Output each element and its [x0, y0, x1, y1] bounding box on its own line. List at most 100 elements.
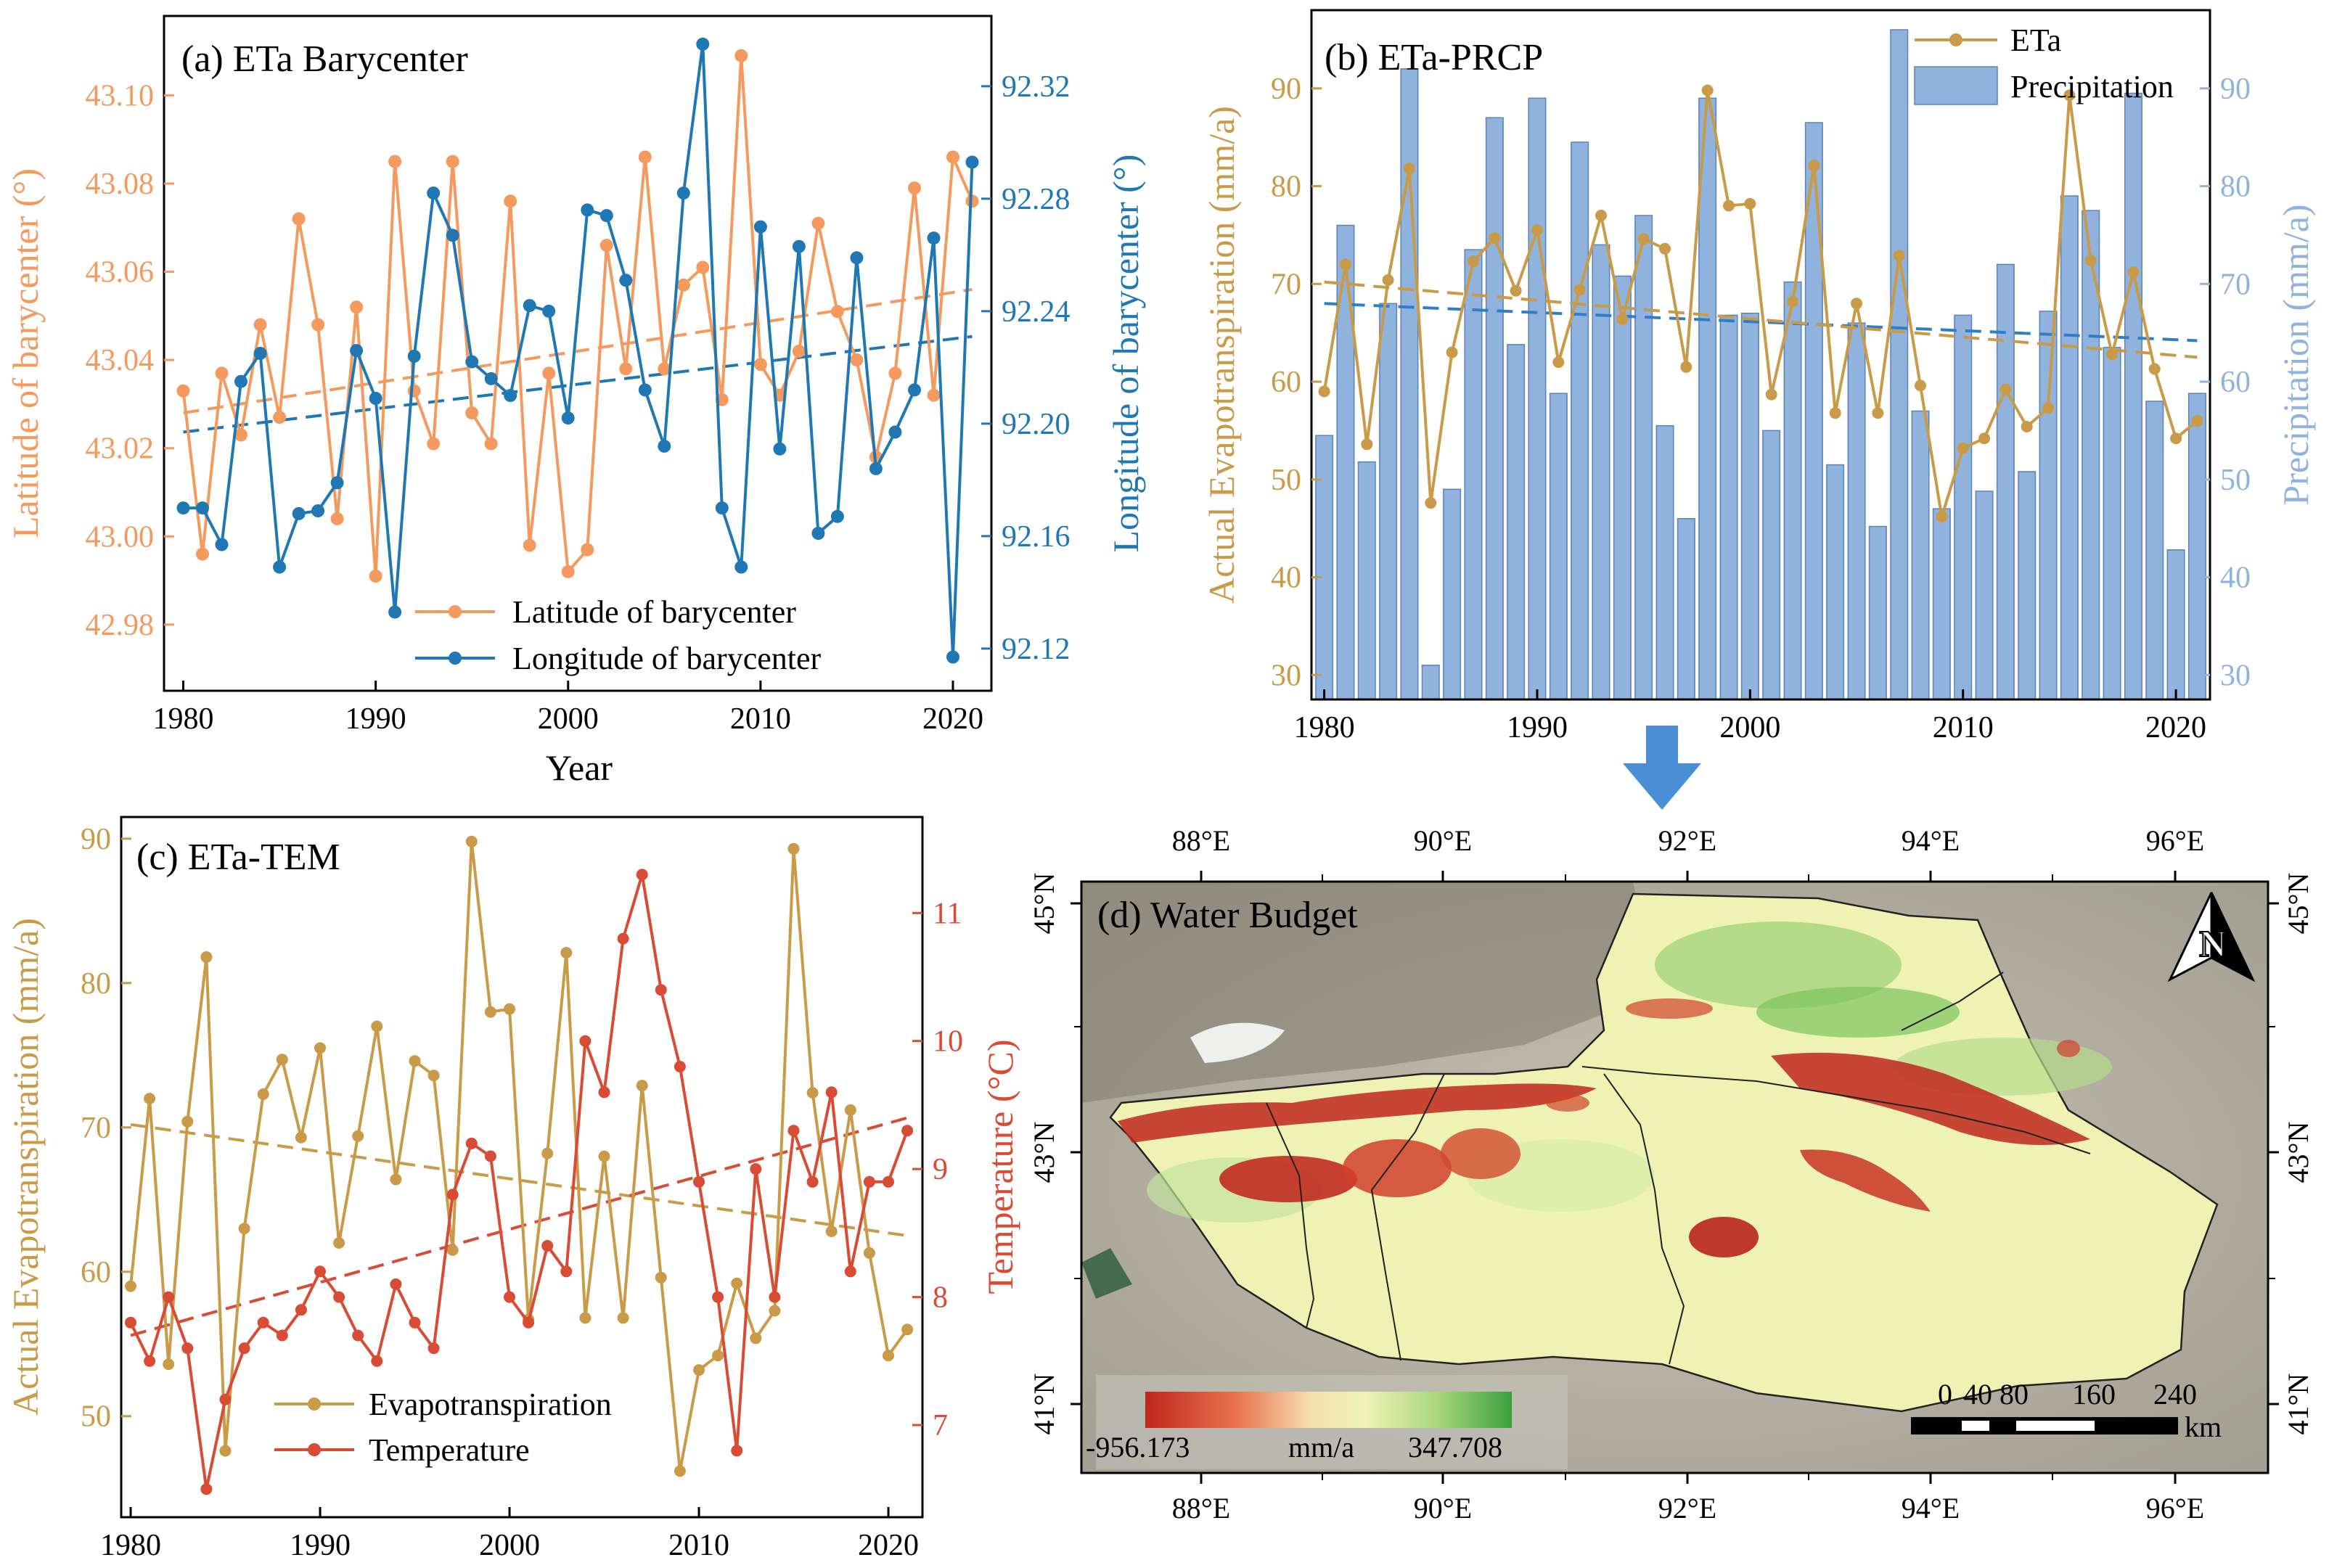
- precipitation-bar: [1528, 97, 1547, 700]
- map-negative-area: [1219, 1156, 1357, 1202]
- lon-label-top: 92°E: [1658, 824, 1716, 857]
- y-left-tick-label: 60: [1271, 366, 1301, 399]
- lon-label-top: 94°E: [1902, 824, 1960, 857]
- x-tick-label: 1980: [1294, 711, 1355, 744]
- precipitation-bar: [1996, 263, 2015, 700]
- lon-label-bottom: 88°E: [1172, 1492, 1230, 1524]
- temperature-point: [257, 1316, 269, 1329]
- panel-b-title: (b) ETa-PRCP: [1325, 37, 1543, 78]
- evapotranspiration-point: [238, 1223, 250, 1235]
- temperature-point: [446, 1189, 459, 1201]
- map-snow-patch: [1190, 1022, 1285, 1063]
- y-right-tick-label: 9: [933, 1153, 948, 1186]
- temperature-point: [352, 1329, 364, 1342]
- y-right-tick-label: 8: [933, 1281, 948, 1315]
- latitude-point: [273, 411, 287, 424]
- map-colorbar-unit: mm/a: [1288, 1431, 1354, 1464]
- precipitation-bar: [2187, 393, 2206, 700]
- precipitation-bar: [1315, 435, 1334, 700]
- eta-point: [1468, 255, 1479, 268]
- latitude-point: [292, 212, 306, 226]
- precipitation-bar: [2060, 195, 2079, 700]
- latitude-point: [581, 543, 594, 557]
- latitude-point: [965, 194, 979, 208]
- panel-b-legend-marker-eta: [1949, 33, 1962, 46]
- longitude-point: [658, 439, 671, 453]
- temperature-point: [863, 1175, 875, 1188]
- y-left-tick-label: 43.10: [86, 79, 155, 112]
- eta-point: [1446, 346, 1458, 358]
- map-colorbar-max: 347.708: [1408, 1431, 1502, 1464]
- y-left-tick-label: 90: [81, 823, 111, 856]
- precipitation-bar: [2103, 347, 2121, 700]
- panel-b-frame: [1310, 9, 2211, 701]
- eta-point: [1552, 356, 1565, 369]
- evapotranspiration-point: [693, 1364, 705, 1376]
- x-tick-label: 1990: [290, 1529, 351, 1562]
- panel-c-legend-marker-temp: [308, 1443, 321, 1456]
- latitude-point: [446, 155, 459, 168]
- panel-b-legend-prcp: Precipitation: [2010, 69, 2174, 104]
- precipitation-bar: [1592, 244, 1610, 700]
- evapotranspiration-point: [674, 1465, 686, 1477]
- panel-a-legend: Latitude of barycenter Longitude of bary…: [415, 594, 822, 676]
- latitude-trend-line: [183, 287, 973, 415]
- evapotranspiration-point: [883, 1350, 894, 1362]
- longitude-point: [869, 461, 883, 475]
- map-boundary-line: [1370, 1073, 1445, 1361]
- temperature-point: [181, 1342, 194, 1355]
- evapotranspiration-point: [276, 1054, 288, 1066]
- latitude-point: [830, 305, 844, 319]
- temperature-point: [409, 1316, 421, 1329]
- temperature-point: [655, 984, 667, 996]
- eta-point: [2148, 363, 2161, 375]
- scale-unit: km: [2185, 1411, 2222, 1443]
- longitude-point: [888, 425, 902, 439]
- temperature-point: [674, 1061, 686, 1072]
- x-tick-label: 1980: [100, 1529, 161, 1562]
- panel-b-x-ticks: 1980 1990 2000 2010 2020: [1294, 689, 2206, 744]
- longitude-point: [504, 389, 517, 403]
- latitude-point: [792, 345, 806, 358]
- eta-point: [1978, 432, 1990, 445]
- evapotranspiration-point: [390, 1173, 402, 1186]
- panel-a-x-label: Year: [546, 747, 613, 788]
- map-terrain-green: [1081, 1248, 1132, 1299]
- temperature-trend-line: [130, 1116, 908, 1337]
- x-tick-label: 2010: [1933, 711, 1994, 744]
- map-negative-area: [1689, 1217, 1759, 1257]
- lat-label-right: 43°N: [2282, 1122, 2314, 1183]
- latitude-point: [599, 239, 613, 253]
- precipitation-bar: [1485, 117, 1504, 700]
- y-left-tick-label: 40: [1271, 562, 1301, 595]
- eta-point: [1744, 197, 1756, 210]
- temperature-point: [465, 1137, 478, 1149]
- panel-b-precip-bars: [1315, 29, 2206, 700]
- latitude-point: [311, 318, 325, 332]
- evapotranspiration-point: [863, 1247, 875, 1259]
- eta-point: [1425, 497, 1437, 509]
- panel-a-legend-marker-lat: [449, 605, 462, 618]
- latitude-point: [619, 362, 633, 376]
- temperature-point: [579, 1035, 592, 1047]
- longitude-point: [253, 347, 267, 360]
- eta-point: [1851, 297, 1862, 310]
- latitude-point: [888, 366, 902, 380]
- precipitation-bar: [1890, 29, 1909, 700]
- panel-a-x-ticks: 1980 1990 2000 2010 2020: [153, 681, 983, 736]
- north-arrow-icon: N: [2167, 892, 2256, 982]
- precipitation-bar: [2018, 471, 2037, 700]
- latitude-point: [946, 150, 959, 164]
- y-left-tick-label: 43.04: [86, 344, 155, 377]
- panel-c-legend-temp: Temperature: [369, 1432, 530, 1468]
- longitude-point: [715, 501, 729, 515]
- evapotranspiration-line: [129, 841, 909, 1471]
- precipitation-bar: [1868, 525, 1887, 700]
- precipitation-bar: [1549, 393, 1568, 700]
- evapotranspiration-point: [598, 1150, 610, 1162]
- map-negative-area: [1771, 1052, 2090, 1145]
- panel-c-left-y-label: Actual Evapotranspiration (mm/a): [5, 918, 46, 1416]
- precipitation-bar: [2039, 311, 2058, 700]
- temperature-point: [750, 1163, 762, 1175]
- evapotranspiration-point: [844, 1104, 856, 1116]
